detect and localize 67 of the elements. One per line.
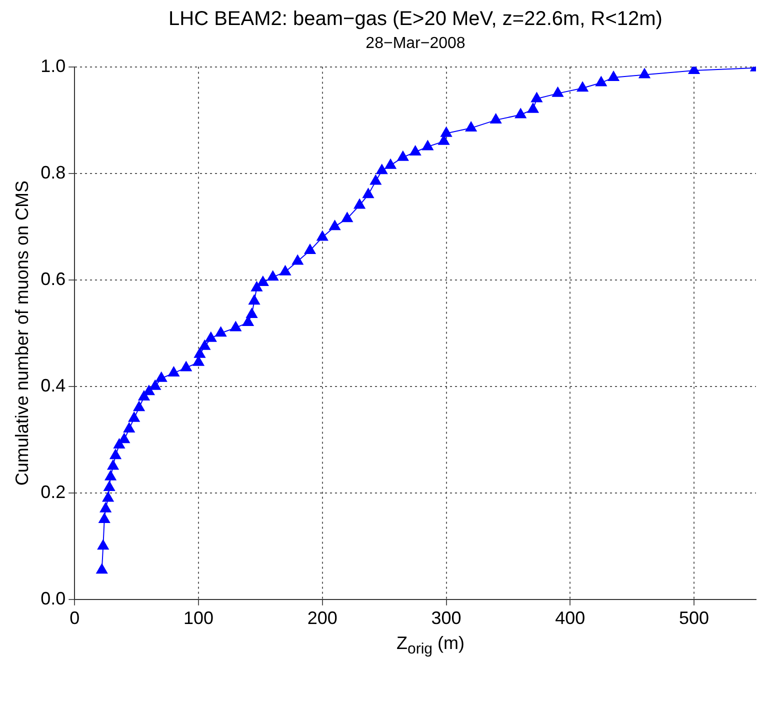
point (595, 76, 607, 86)
point (96, 564, 108, 574)
point (490, 114, 502, 124)
point (107, 460, 119, 470)
point (397, 150, 409, 161)
x-tick-label: 400 (555, 608, 586, 628)
y-tick-label: 1.0 (40, 56, 66, 76)
point (199, 340, 210, 350)
point (230, 321, 242, 332)
chart-title: LHC BEAM2: beam−gas (E>20 MeV, z=22.6m, R<12m) (168, 8, 664, 31)
chart-subtitle: 28−Mar−2008 (364, 35, 466, 53)
point (576, 82, 588, 92)
y-tick-label: 0.8 (40, 162, 66, 182)
point (248, 294, 260, 305)
point (205, 332, 217, 342)
y-tick-label: 0.0 (40, 588, 66, 608)
point (104, 470, 116, 480)
point (98, 513, 110, 524)
point (608, 70, 620, 81)
point (354, 198, 366, 209)
point (422, 140, 434, 150)
x-tick-label: 100 (183, 608, 214, 628)
x-axis-title: Z$_{orig}$ (m) (396, 633, 466, 658)
point (376, 164, 388, 174)
point (465, 122, 477, 132)
point (552, 86, 564, 97)
point (149, 380, 161, 390)
y-tick-label: 0.6 (40, 268, 66, 289)
point (180, 361, 192, 372)
point (128, 412, 140, 422)
x-tick-label: 300 (431, 608, 462, 628)
point (370, 174, 382, 185)
x-tick-label: 500 (679, 608, 710, 628)
point (100, 502, 112, 512)
point (194, 348, 206, 358)
point (104, 481, 116, 492)
y-tick-label: 0.4 (40, 375, 66, 396)
y-axis-title: Cumulative number of muons on CMS (12, 180, 32, 486)
point (110, 449, 122, 460)
x-tick-label: 0 (70, 608, 80, 628)
point (341, 212, 353, 222)
point (257, 276, 269, 286)
point (267, 270, 279, 281)
point (156, 372, 168, 382)
point (251, 281, 262, 292)
point (440, 126, 452, 137)
point (410, 146, 422, 156)
point (638, 68, 650, 78)
point (329, 220, 340, 230)
point (531, 92, 542, 102)
point (514, 108, 526, 118)
point (304, 244, 316, 254)
point (168, 366, 180, 377)
point (316, 230, 328, 241)
x-tick-label: 200 (307, 608, 338, 628)
point (102, 492, 114, 502)
point (384, 158, 396, 169)
point (133, 401, 145, 412)
point (97, 540, 109, 550)
point (292, 254, 304, 265)
point (246, 308, 258, 318)
point (123, 422, 135, 432)
point (215, 326, 227, 337)
point (527, 102, 539, 113)
point (280, 265, 291, 276)
point (362, 188, 374, 198)
y-tick-label: 0.2 (40, 482, 66, 502)
